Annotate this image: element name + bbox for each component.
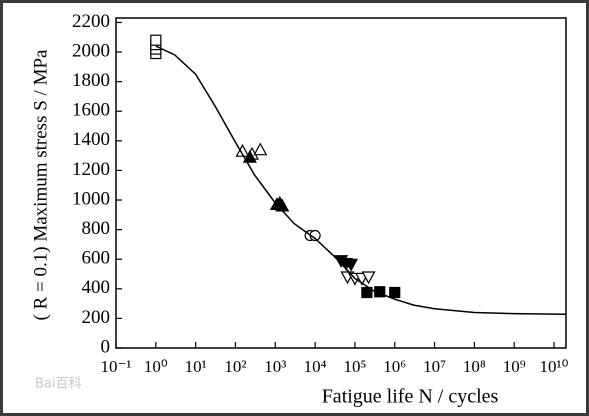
data-point (235, 143, 250, 157)
watermark: Bai百科 (35, 377, 82, 392)
data-point (361, 271, 376, 285)
y-tick-label: 1200 (72, 159, 110, 180)
y-axis-label: ( R = 0.1) Maximum stress S / MPa (30, 49, 51, 320)
x-tick-label: 10⁷ (423, 357, 446, 376)
data-point (242, 149, 257, 163)
y-tick-label: 1400 (72, 129, 110, 150)
x-tick-label: 10⁵ (343, 357, 366, 376)
y-tick-label: 400 (82, 277, 111, 298)
y-tick-label: 600 (82, 248, 111, 269)
x-tick-label: 10⁻¹ (100, 357, 131, 376)
x-tick-label: 10⁴ (304, 357, 327, 376)
x-tick-label: 10² (224, 357, 246, 376)
y-tick-label: 1000 (72, 188, 110, 209)
data-point (150, 34, 162, 46)
x-axis-label: Fatigue life N / cycles (322, 386, 499, 408)
y-tick-label: 2000 (72, 40, 110, 61)
y-tick-label: 200 (82, 307, 111, 328)
data-point (389, 286, 401, 299)
x-tick-label: 10¹⁰ (540, 357, 569, 376)
x-tick-label: 10¹ (185, 357, 207, 376)
x-tick-label: 10⁹ (503, 357, 526, 376)
y-tick-label: 1600 (72, 100, 110, 121)
data-point (344, 258, 359, 272)
y-tick-label: 0 (101, 336, 111, 357)
x-tick-label: 10⁰ (144, 357, 168, 376)
y-tick-label: 2200 (72, 11, 110, 32)
data-point (361, 286, 373, 299)
fit-curve (155, 45, 567, 316)
x-tick-label: 10⁶ (383, 357, 406, 376)
data-point (253, 142, 268, 156)
y-tick-label: 1800 (72, 70, 110, 91)
y-tick-label: 800 (82, 218, 111, 239)
x-tick-label: 10³ (264, 357, 286, 376)
plot-frame (115, 17, 567, 349)
x-tick-label: 10⁸ (463, 357, 486, 376)
